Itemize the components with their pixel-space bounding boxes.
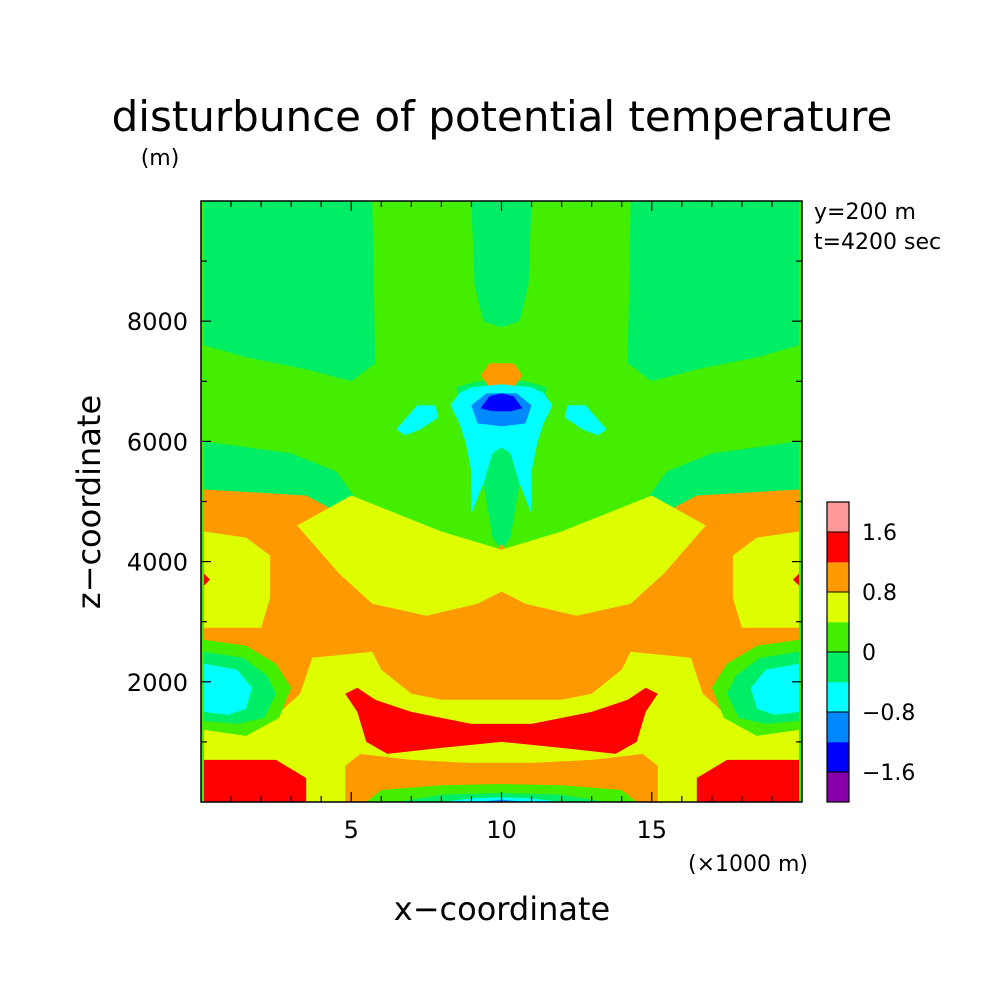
contour-region-28 bbox=[750, 663, 799, 715]
annotation-y: y=200 m bbox=[814, 200, 916, 225]
colorbar-label: −1.6 bbox=[862, 761, 915, 786]
contour-region-10 bbox=[204, 531, 271, 628]
colorbar-swatch bbox=[827, 652, 849, 683]
x-axis-label: x−coordinate bbox=[394, 890, 610, 928]
colorbar: 1.6 0.8 0 −0.8 −1.6 bbox=[826, 501, 915, 803]
colorbar-swatch bbox=[827, 622, 849, 653]
contour-region-3 bbox=[471, 201, 532, 328]
colorbar-swatch bbox=[827, 772, 849, 803]
y-tick-label: 2000 bbox=[127, 669, 188, 697]
colorbar-swatch bbox=[827, 532, 849, 563]
contour-region-16 bbox=[204, 759, 307, 802]
contour-region-31 bbox=[564, 405, 607, 436]
contour-region-15 bbox=[345, 687, 658, 754]
y-tick-label: 4000 bbox=[127, 549, 188, 577]
colorbar-swatch bbox=[827, 502, 849, 533]
y-axis-label: z−coordinate bbox=[70, 395, 108, 609]
contour-region-11 bbox=[732, 531, 799, 628]
colorbar-label: 0 bbox=[862, 641, 876, 666]
colorbar-label: −0.8 bbox=[862, 701, 915, 726]
colorbar-swatch bbox=[827, 742, 849, 773]
contour-region-34 bbox=[486, 398, 517, 408]
colorbar-swatch bbox=[827, 562, 849, 593]
contour-region-17 bbox=[696, 759, 799, 802]
y-tick-label: 6000 bbox=[127, 428, 188, 456]
contour-region-30 bbox=[396, 405, 439, 436]
contour-fills bbox=[201, 201, 802, 802]
x-tick-label: 5 bbox=[344, 816, 359, 844]
contour-region-25 bbox=[204, 663, 253, 715]
contour-region-1 bbox=[204, 201, 376, 382]
colorbar-label: 1.6 bbox=[862, 521, 897, 546]
colorbar-swatch bbox=[827, 712, 849, 743]
x-tick-label: 10 bbox=[486, 816, 517, 844]
chart-title: disturbunce of potential temperature bbox=[112, 92, 893, 141]
contour-region-9 bbox=[297, 495, 706, 616]
plot-area: 5 10 15 2000 4000 6000 8000 bbox=[127, 200, 803, 844]
colorbar-swatch bbox=[827, 682, 849, 713]
colorbar-label: 0.8 bbox=[862, 581, 897, 606]
x-tick-label: 15 bbox=[636, 816, 667, 844]
axis-ticks: 5 10 15 2000 4000 6000 8000 bbox=[127, 201, 802, 844]
contour-region-13 bbox=[204, 573, 210, 586]
y-axis-unit: (m) bbox=[141, 146, 180, 171]
annotation-t: t=4200 sec bbox=[814, 230, 941, 255]
annotations: y=200 m t=4200 sec bbox=[814, 200, 941, 255]
contour-region-8 bbox=[480, 363, 523, 388]
contour-region-14 bbox=[793, 573, 799, 586]
contour-region-2 bbox=[627, 201, 799, 382]
y-tick-label: 8000 bbox=[127, 308, 188, 336]
x-axis-unit: (×1000 m) bbox=[688, 852, 808, 877]
colorbar-swatch bbox=[827, 592, 849, 623]
